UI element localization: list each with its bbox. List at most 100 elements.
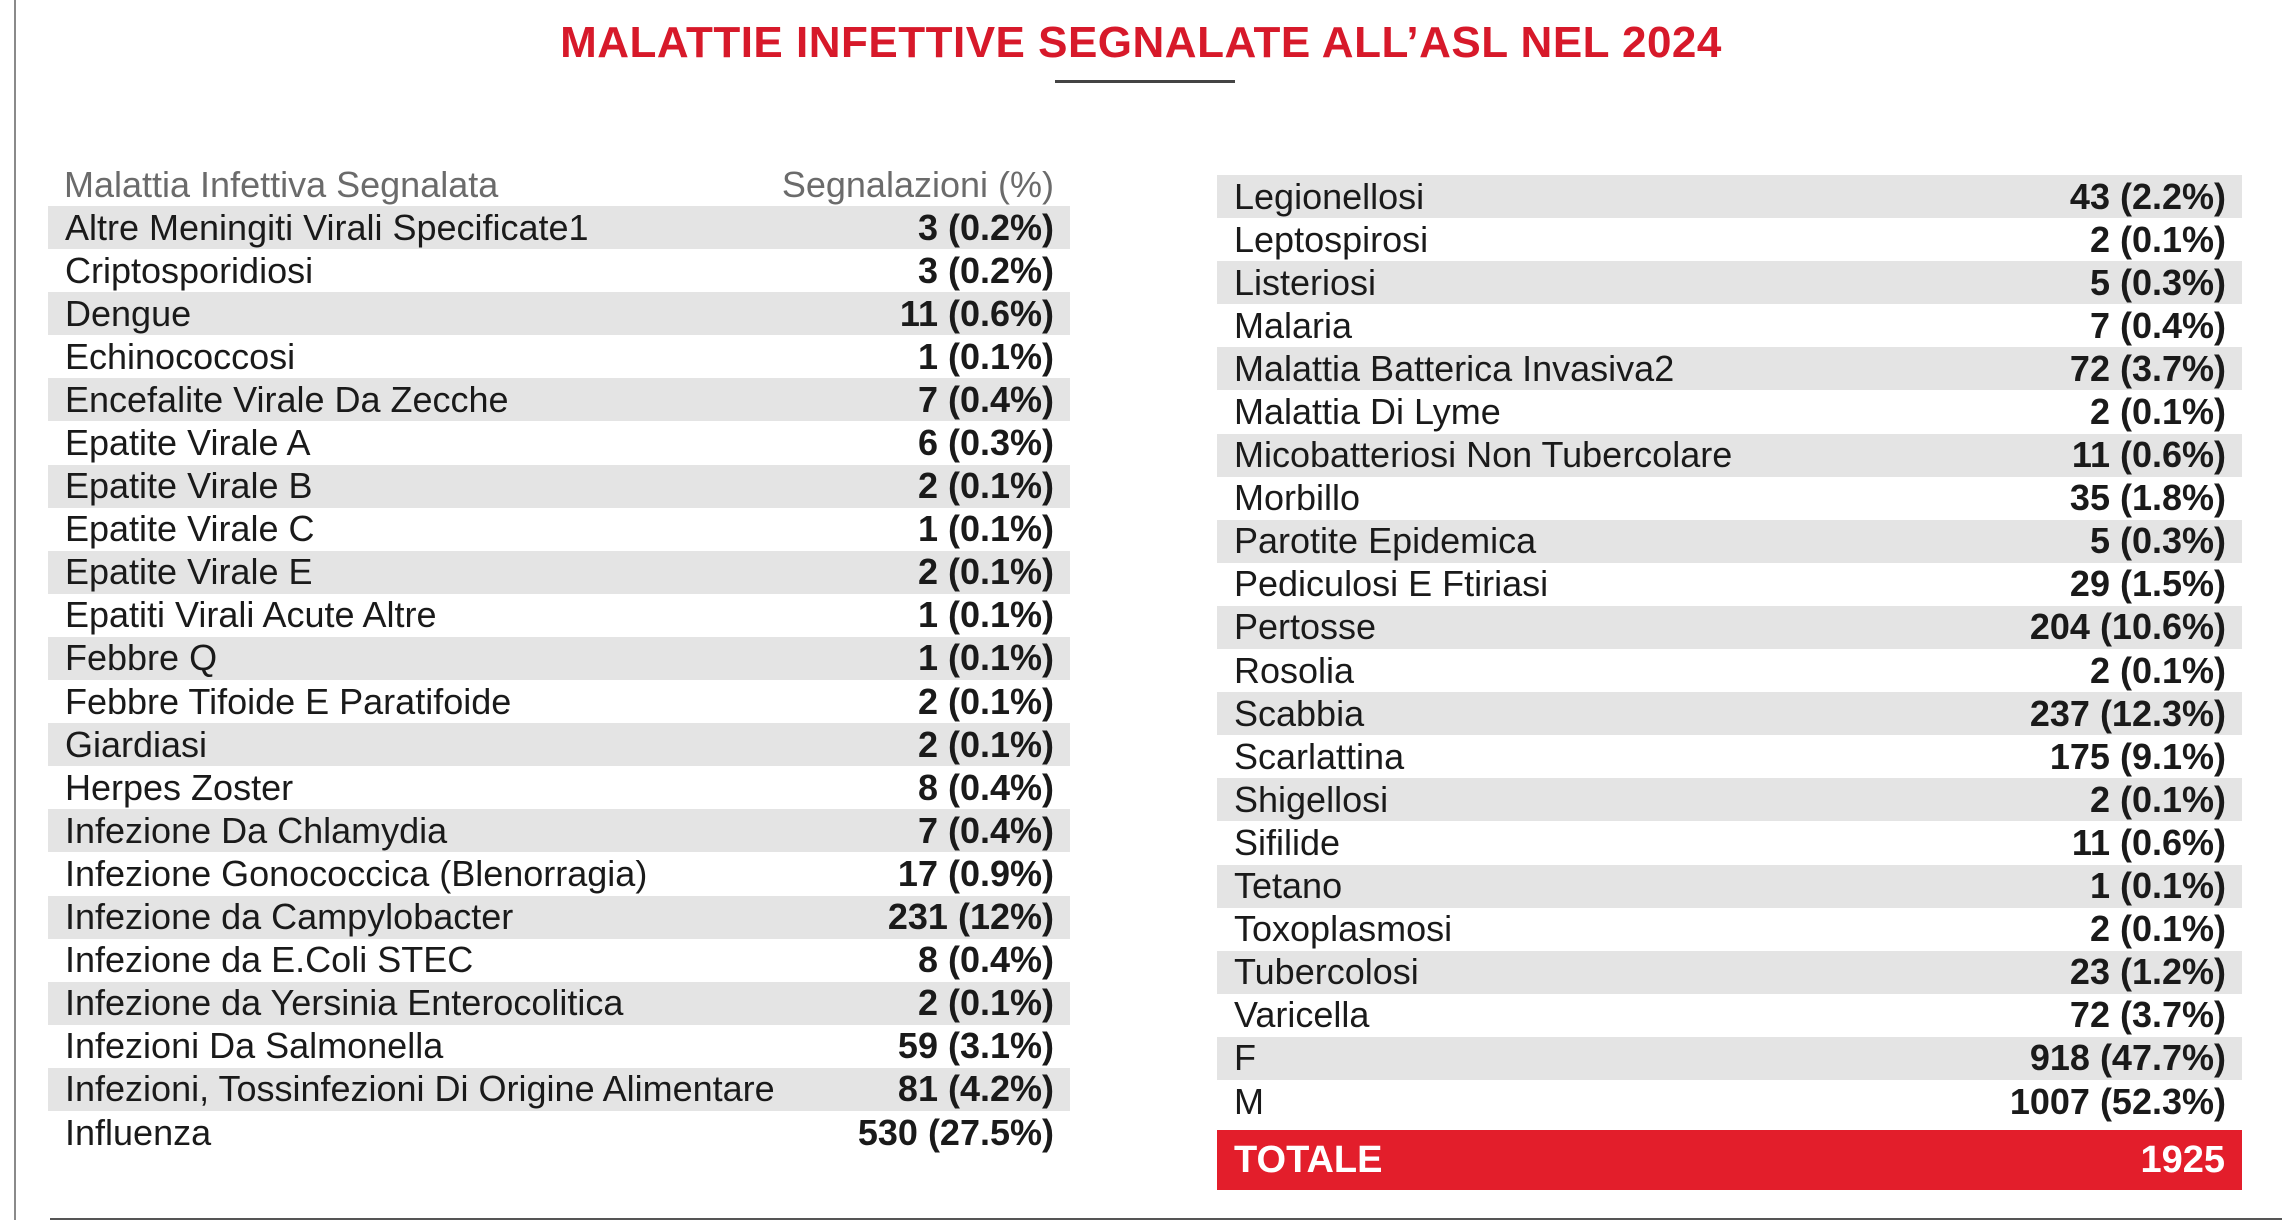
disease-name: Rosolia [1234, 649, 1355, 691]
table-row: Epatite Virale E 2 (0.1%) [48, 550, 1070, 594]
disease-name: Infezione da E.Coli STEC [65, 939, 474, 981]
table-row: Micobatteriosi Non Tubercolare 11 (0.6%) [1217, 433, 2242, 477]
table-row: Parotite Epidemica 5 (0.3%) [1217, 519, 2242, 563]
report-count: 59 (3.1%) [897, 1025, 1054, 1067]
table-row: Infezione Da Chlamydia 7 (0.4%) [48, 809, 1070, 853]
report-count: 2 (0.1%) [917, 680, 1054, 722]
report-count: 11 (0.6%) [899, 292, 1054, 334]
right-table-body: Legionellosi 43 (2.2%) Leptospirosi 2 (0.1%… [1217, 175, 2242, 1123]
table-row: Scabbia 237 (12.3%) [1217, 692, 2242, 736]
table-row: Pertosse 204 (10.6%) [1217, 605, 2242, 650]
disease-name: Leptospirosi [1234, 218, 1429, 260]
disease-name: Infezione Gonococcica (Blenorragia) [65, 852, 648, 894]
report-count: 2 (0.1%) [917, 551, 1054, 593]
report-count: 1 (0.1%) [917, 335, 1054, 377]
disease-name: Febbre Q [65, 637, 218, 679]
table-row: Epatiti Virali Acute Altre 1 (0.1%) [48, 594, 1070, 637]
table-row: Epatite Virale A 6 (0.3%) [48, 421, 1070, 464]
table-row: Febbre Q 1 (0.1%) [48, 636, 1070, 681]
report-count: 2 (0.1%) [917, 465, 1054, 507]
page-title: MALATTIE INFETTIVE SEGNALATE ALL’ASL NEL… [560, 18, 1722, 67]
report-count: 1 (0.1%) [917, 508, 1054, 550]
title-divider [1055, 80, 1235, 83]
table-row: Tetano 1 (0.1%) [1217, 864, 2242, 908]
table-row: Tubercolosi 23 (1.2%) [1217, 950, 2242, 994]
disease-name: Toxoplasmosi [1234, 908, 1453, 950]
report-count: 11 (0.6%) [2071, 434, 2226, 476]
disease-name: Micobatteriosi Non Tubercolare [1234, 434, 1733, 476]
table-row: Infezioni Da Salmonella 59 (3.1%) [48, 1025, 1070, 1068]
disease-name: Encefalite Virale Da Zecche [65, 378, 509, 420]
disease-name: Varicella [1234, 994, 1370, 1036]
report-count: 530 (27.5%) [857, 1111, 1054, 1153]
table-row: Influenza 530 (27.5%) [48, 1111, 1070, 1154]
report-count: 8 (0.4%) [917, 939, 1054, 981]
table-row: Infezioni, Tossinfezioni Di Origine Alim… [48, 1067, 1070, 1111]
report-count: 1007 (52.3%) [2009, 1080, 2226, 1122]
report-count: 918 (47.7%) [2029, 1037, 2226, 1079]
table-row: M 1007 (52.3%) [1217, 1080, 2242, 1123]
report-count: 43 (2.2%) [2069, 175, 2226, 217]
table-row: Altre Meningiti Virali Specificate1 3 (0.… [48, 206, 1070, 250]
disease-name: Criptosporidiosi [65, 249, 314, 291]
disease-name: Shigellosi [1234, 778, 1389, 820]
table-row: Dengue 11 (0.6%) [48, 292, 1070, 336]
report-count: 2 (0.1%) [2089, 649, 2226, 691]
table-row: Encefalite Virale Da Zecche 7 (0.4%) [48, 378, 1070, 422]
table-row: Epatite Virale B 2 (0.1%) [48, 464, 1070, 508]
table-row: Malattia Di Lyme 2 (0.1%) [1217, 390, 2242, 433]
report-count: 2 (0.1%) [2089, 778, 2226, 820]
table-row: Infezione Gonococcica (Blenorragia) 17 (0… [48, 852, 1070, 895]
disease-name: Epatite Virale C [65, 508, 315, 550]
disease-name: Epatite Virale E [65, 551, 313, 593]
table-row: Leptospirosi 2 (0.1%) [1217, 218, 2242, 261]
table-row: Herpes Zoster 8 (0.4%) [48, 766, 1070, 809]
disease-name: Malattia Batterica Invasiva2 [1234, 347, 1675, 389]
bottom-divider [50, 1218, 2282, 1220]
report-count: 7 (0.4%) [917, 809, 1054, 851]
left-table-body: Altre Meningiti Virali Specificate1 3 (0.… [48, 206, 1070, 1154]
disease-name: M [1234, 1080, 1264, 1122]
table-header: Malattia Infettiva Segnalata Segnalazion… [48, 150, 1070, 206]
table-row: Infezione da E.Coli STEC 8 (0.4%) [48, 939, 1070, 982]
total-label: TOTALE [1234, 1138, 1383, 1181]
report-count: 1 (0.1%) [2089, 865, 2226, 907]
report-count: 81 (4.2%) [897, 1068, 1054, 1110]
table-row: Infezione da Campylobacter 231 (12%) [48, 895, 1070, 939]
report-count: 2 (0.1%) [917, 982, 1054, 1024]
left-border [14, 0, 16, 1220]
disease-name: Tetano [1234, 865, 1343, 907]
table-row: Scarlattina 175 (9.1%) [1217, 735, 2242, 778]
table-row: Toxoplasmosi 2 (0.1%) [1217, 908, 2242, 951]
table-row: Febbre Tifoide E Paratifoide 2 (0.1%) [48, 680, 1070, 723]
disease-name: Legionellosi [1234, 175, 1425, 217]
disease-name: Epatite Virale A [65, 422, 311, 464]
report-count: 35 (1.8%) [2069, 477, 2226, 519]
table-row: F 918 (47.7%) [1217, 1036, 2242, 1080]
disease-name: Pertosse [1234, 606, 1377, 648]
disease-name: Altre Meningiti Virali Specificate1 [65, 206, 589, 248]
total-bar: TOTALE 1925 [1217, 1130, 2242, 1190]
table-row: Malattia Batterica Invasiva2 72 (3.7%) [1217, 347, 2242, 391]
report-count: 17 (0.9%) [897, 852, 1054, 894]
report-count: 72 (3.7%) [2069, 347, 2226, 389]
disease-name: Scabbia [1234, 692, 1365, 734]
disease-name: Scarlattina [1234, 735, 1405, 777]
table-row: Morbillo 35 (1.8%) [1217, 477, 2242, 520]
report-count: 72 (3.7%) [2069, 994, 2226, 1036]
disease-name: Tubercolosi [1234, 951, 1419, 993]
report-count: 2 (0.1%) [2089, 908, 2226, 950]
total-value: 1925 [2140, 1138, 2225, 1181]
disease-name: Herpes Zoster [65, 766, 294, 808]
table-row: Varicella 72 (3.7%) [1217, 994, 2242, 1037]
disease-name: Echinococcosi [65, 335, 296, 377]
disease-name: Malattia Di Lyme [1234, 391, 1501, 433]
report-count: 237 (12.3%) [2029, 692, 2226, 734]
table-row: Sifilide 11 (0.6%) [1217, 821, 2242, 864]
disease-name: Giardiasi [65, 723, 208, 765]
disease-name: Malaria [1234, 304, 1353, 346]
disease-name: Influenza [65, 1111, 212, 1153]
disease-name: Dengue [65, 292, 192, 334]
table-row: Listeriosi 5 (0.3%) [1217, 261, 2242, 305]
disease-name: Infezione da Yersinia Enterocolitica [65, 982, 624, 1024]
